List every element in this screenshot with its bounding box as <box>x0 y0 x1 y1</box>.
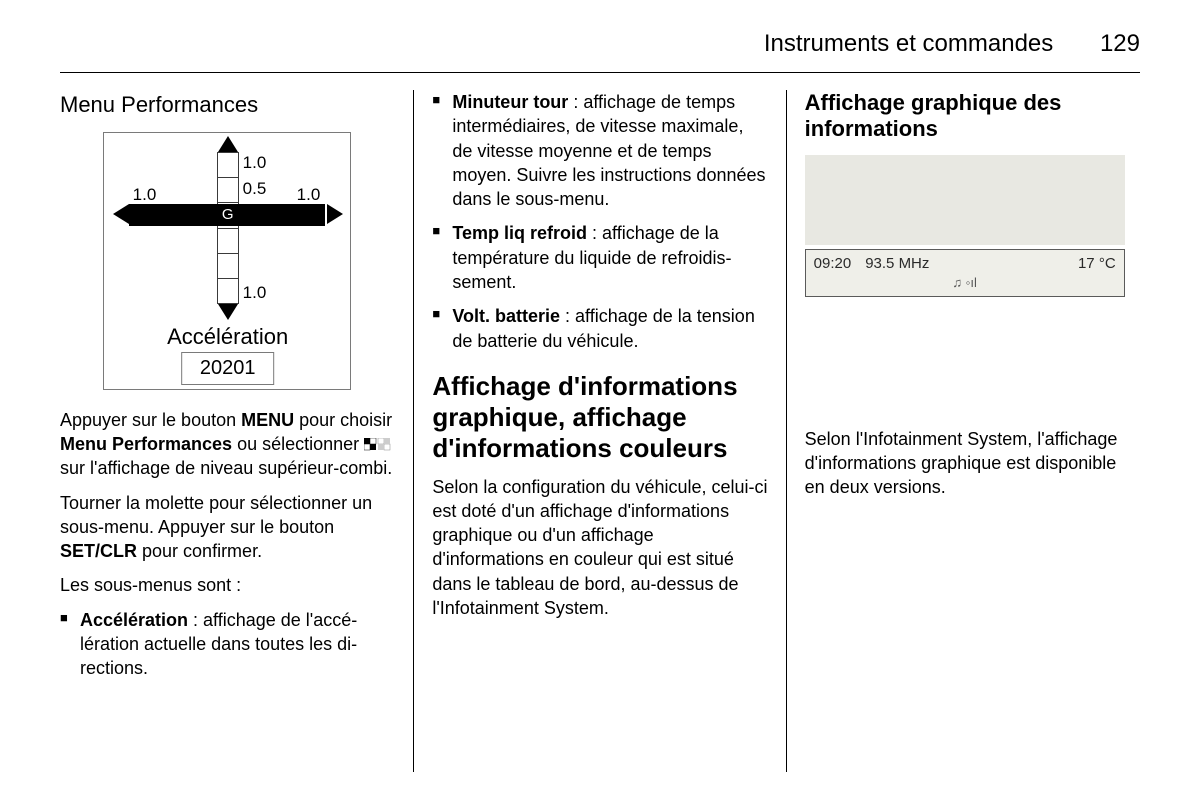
display-status-bar: 09:20 93.5 MHz 17 °C ♫ ◦ıl <box>805 249 1125 297</box>
diagram-caption: Accélération <box>103 322 353 352</box>
display-frequency: 93.5 MHz <box>865 254 929 274</box>
g-center-label: G <box>217 204 239 226</box>
graphic-info-display-heading: Affichage d'informations graphique, affi… <box>432 371 767 465</box>
list-item-lap-timer: Minuteur tour : affichage de temps inter… <box>432 90 767 211</box>
list-item-acceleration: Accélération : affichage de l'accé­lérat… <box>60 608 395 681</box>
display-temperature: 17 °C <box>1078 254 1116 274</box>
axis-label-bottom: 1.0 <box>243 282 267 305</box>
column-1: Menu Performances G 1.0 0.5 1.0 1.0 1.0 … <box>60 90 413 772</box>
submenu-list-2: Minuteur tour : affichage de temps inter… <box>432 90 767 353</box>
axis-label-left: 1.0 <box>133 184 157 207</box>
menu-performances-heading: Menu Performances <box>60 90 395 120</box>
list-item-battery-voltage: Volt. batterie : affichage de la ten­sio… <box>432 304 767 353</box>
paragraph-submenus-intro: Les sous-menus sont : <box>60 573 395 597</box>
graphic-display-info-heading: Affichage graphique des informations <box>805 90 1140 143</box>
page-header: Instruments et commandes 129 <box>764 30 1140 58</box>
axis-label-right: 1.0 <box>297 184 321 207</box>
submenu-list-1: Accélération : affichage de l'accé­lérat… <box>60 608 395 681</box>
diagram-code: 20201 <box>181 352 275 385</box>
display-time: 09:20 <box>814 254 852 274</box>
info-display-figure: 09:20 93.5 MHz 17 °C ♫ ◦ıl <box>805 155 1125 297</box>
display-blank-area <box>805 155 1125 245</box>
axis-label-top05: 0.5 <box>243 178 267 201</box>
header-rule <box>60 72 1140 73</box>
display-signal-icons: ♫ ◦ıl <box>806 274 1124 292</box>
paragraph-menu-button: Appuyer sur le bouton MENU pour choisir … <box>60 408 395 481</box>
axis-label-top1: 1.0 <box>243 152 267 175</box>
content-columns: Menu Performances G 1.0 0.5 1.0 1.0 1.0 … <box>60 90 1140 772</box>
paragraph-turn-wheel: Tourner la molette pour sélectionner un … <box>60 491 395 564</box>
acceleration-diagram: G 1.0 0.5 1.0 1.0 1.0 Accélération 20201 <box>103 132 353 392</box>
paragraph-infotainment-versions: Selon l'Infotainment System, l'affi­chag… <box>805 427 1140 500</box>
chapter-title: Instruments et commandes <box>764 30 1053 57</box>
paragraph-display-config: Selon la configuration du véhicule, celu… <box>432 475 767 621</box>
column-3: Affichage graphique des informations 09:… <box>787 90 1140 772</box>
page-number: 129 <box>1100 30 1140 57</box>
checkered-flag-icon <box>364 438 392 452</box>
column-2: Minuteur tour : affichage de temps inter… <box>414 90 785 772</box>
list-item-coolant-temp: Temp liq refroid : affichage de la tempé… <box>432 221 767 294</box>
